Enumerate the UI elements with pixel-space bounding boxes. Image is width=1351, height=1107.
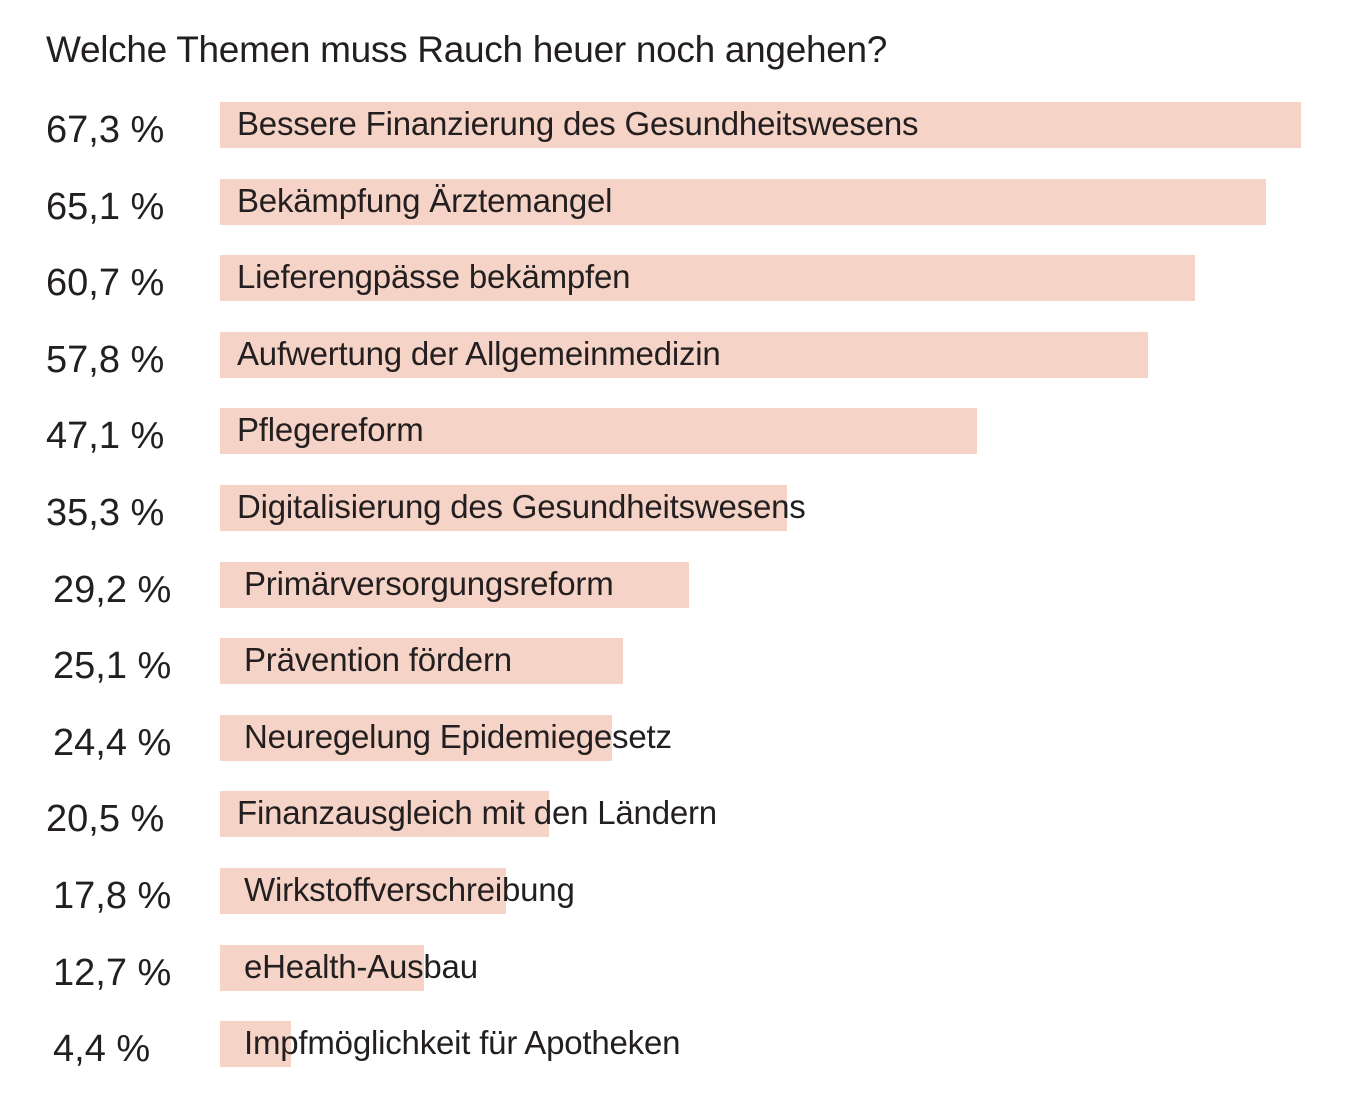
category-label: Finanzausgleich mit den Ländern <box>237 794 717 831</box>
bar <box>220 638 623 684</box>
category-label: Prävention fördern <box>244 641 512 678</box>
value-label: 25,1 % <box>53 645 172 687</box>
category-label: Neuregelung Epidemiegesetz <box>244 718 672 755</box>
category-label: Aufwertung der Allgemeinmedizin <box>237 335 721 372</box>
bar <box>220 562 689 608</box>
category-label: Digitalisierung des Gesundheitswesens <box>237 488 806 525</box>
value-label: 57,8 % <box>46 339 165 381</box>
bar-row: 24,4 % Neuregelung Epidemiegesetz <box>0 715 1351 764</box>
bar-row: 35,3 % Digitalisierung des Gesundheitswes… <box>0 485 1351 534</box>
bar-row: 65,1 % Bekämpfung Ärztemangel <box>0 179 1351 228</box>
category-label: Pflegereform <box>237 411 424 448</box>
bar-row: 57,8 % Aufwertung der Allgemeinmedizin <box>0 332 1351 381</box>
bar-row: 25,1 % Prävention fördern <box>0 638 1351 687</box>
value-label: 12,7 % <box>53 952 172 994</box>
bar <box>220 868 506 914</box>
value-label: 29,2 % <box>53 569 172 611</box>
category-label: Bessere Finanzierung des Gesundheitswese… <box>237 105 919 142</box>
value-label: 20,5 % <box>46 798 165 840</box>
category-label: Impfmöglichkeit für Apotheken <box>244 1024 681 1061</box>
bar-row: 20,5 % Finanzausgleich mit den Ländern <box>0 791 1351 840</box>
bar <box>220 255 1195 301</box>
value-label: 35,3 % <box>46 492 165 534</box>
bar-row: 47,1 % Pflegereform <box>0 408 1351 457</box>
category-label: Bekämpfung Ärztemangel <box>237 182 613 219</box>
bar <box>220 332 1148 378</box>
bar <box>220 715 612 761</box>
category-label: Lieferengpässe bekämpfen <box>237 258 631 295</box>
value-label: 67,3 % <box>46 109 165 151</box>
value-label: 4,4 % <box>53 1028 151 1070</box>
value-label: 65,1 % <box>46 186 165 228</box>
chart-title: Welche Themen muss Rauch heuer noch ange… <box>46 29 888 70</box>
bar-row: 4,4 % Impfmöglichkeit für Apotheken <box>0 1021 1351 1070</box>
value-label: 17,8 % <box>53 875 172 917</box>
bar <box>220 945 424 991</box>
value-label: 24,4 % <box>53 722 172 764</box>
bar <box>220 102 1301 148</box>
bar-row: 67,3 % Bessere Finanzierung des Gesundhei… <box>0 102 1351 151</box>
bar-row: 17,8 % Wirkstoffverschreibung <box>0 868 1351 917</box>
bar <box>220 1021 291 1067</box>
bar <box>220 179 1266 225</box>
bar-row: 12,7 % eHealth-Ausbau <box>0 945 1351 994</box>
bar <box>220 791 549 837</box>
category-label: Primärversorgungsreform <box>244 565 614 602</box>
value-label: 60,7 % <box>46 262 165 304</box>
bar-row: 60,7 % Lieferengpässe bekämpfen <box>0 255 1351 304</box>
bar-row: 29,2 % Primärversorgungsreform <box>0 562 1351 611</box>
value-label: 47,1 % <box>46 415 165 457</box>
bar <box>220 408 977 454</box>
category-label: Wirkstoffverschreibung <box>244 871 575 908</box>
category-label: eHealth-Ausbau <box>244 948 478 985</box>
bar <box>220 485 787 531</box>
